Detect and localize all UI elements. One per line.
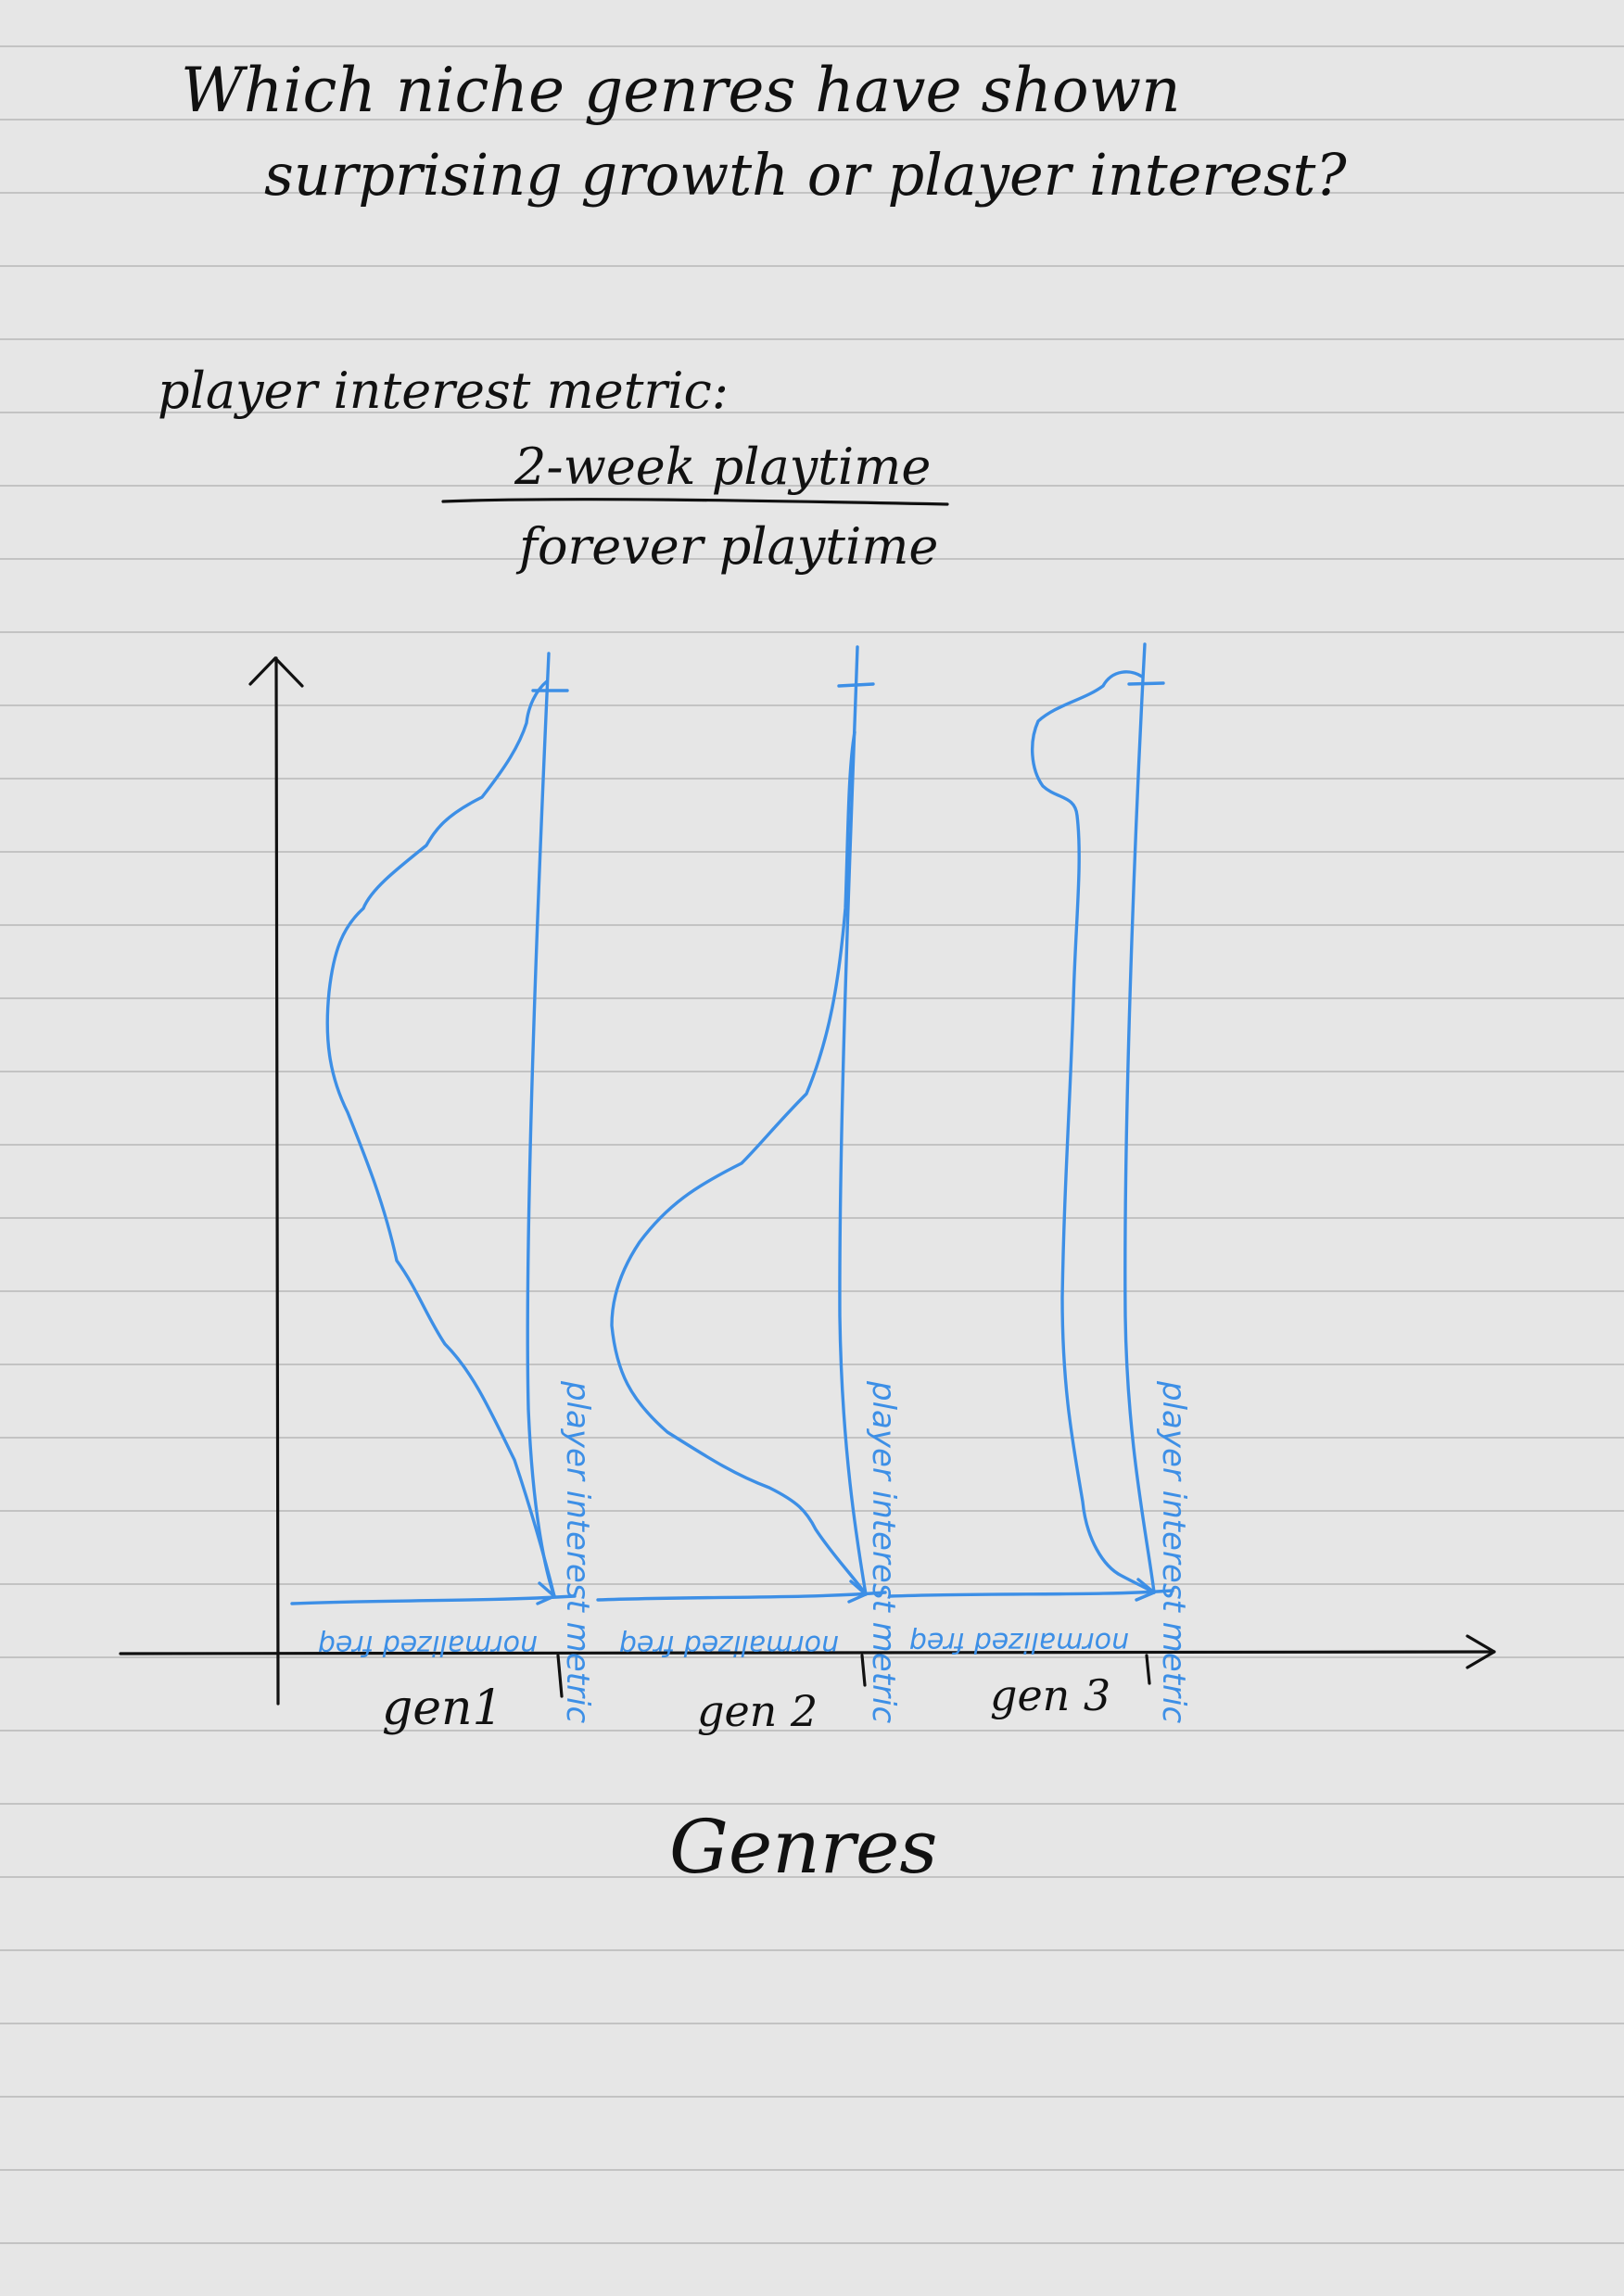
genre-1-vertical-axis [526,652,556,1598]
x-axis-title: Genres [669,1804,937,1890]
genre-1-baseline [290,1594,577,1605]
genre-2-baseline [596,1591,887,1602]
x-axis-line [119,1650,1496,1655]
x-tick-3 [1145,1654,1151,1685]
genre-2-density-plot: player interest metric normalized freq [596,645,902,1723]
question-line-1: Which niche genres have shown [181,55,1181,126]
genre-1-value-axis-label: player interest metric [559,1380,596,1723]
genre-1-density-plot: player interest metric normalized freq [290,652,596,1723]
genre-2-top-tick [837,682,875,688]
x-tick-1 [556,1654,564,1698]
main-axes [119,656,1496,1706]
y-axis-arrow [248,656,304,688]
ruled-lines [0,45,1624,2244]
genre-label-1: gen1 [382,1681,503,1736]
genre-3-frequency-axis-label: normalized freq [909,1626,1129,1658]
genre-1-frequency-axis-label: normalized freq [318,1629,538,1661]
genre-3-density-plot: player interest metric normalized freq [888,642,1192,1723]
fraction-bar [441,498,949,506]
x-tick-2 [860,1654,867,1687]
genre-label-3: gen 3 [990,1670,1110,1720]
genre-2-frequency-axis-label: normalized freq [619,1629,839,1661]
genre-3-vertical-axis [1123,642,1156,1594]
genre-2-distribution-curve [610,730,868,1596]
genre-2-vertical-axis [838,645,868,1596]
genre-2-value-axis-label: player interest metric [865,1380,902,1723]
genre-label-2: gen 2 [697,1686,818,1736]
y-axis-line [274,656,280,1706]
genre-3-top-tick [1127,681,1165,686]
question-line-2: surprising growth or player interest? [264,141,1347,209]
genre-3-distribution-curve [1030,670,1156,1594]
x-axis-arrow [1465,1634,1496,1669]
metric-denominator: forever playtime [515,517,938,576]
metric-numerator: 2-week playtime [514,438,931,496]
genre-3-baseline [888,1589,1174,1598]
genre-1-distribution-curve [325,679,556,1598]
genre-1-arrowhead [536,1581,556,1605]
genre-3-value-axis-label: player interest metric [1155,1380,1192,1723]
metric-label: player interest metric: [158,362,729,420]
